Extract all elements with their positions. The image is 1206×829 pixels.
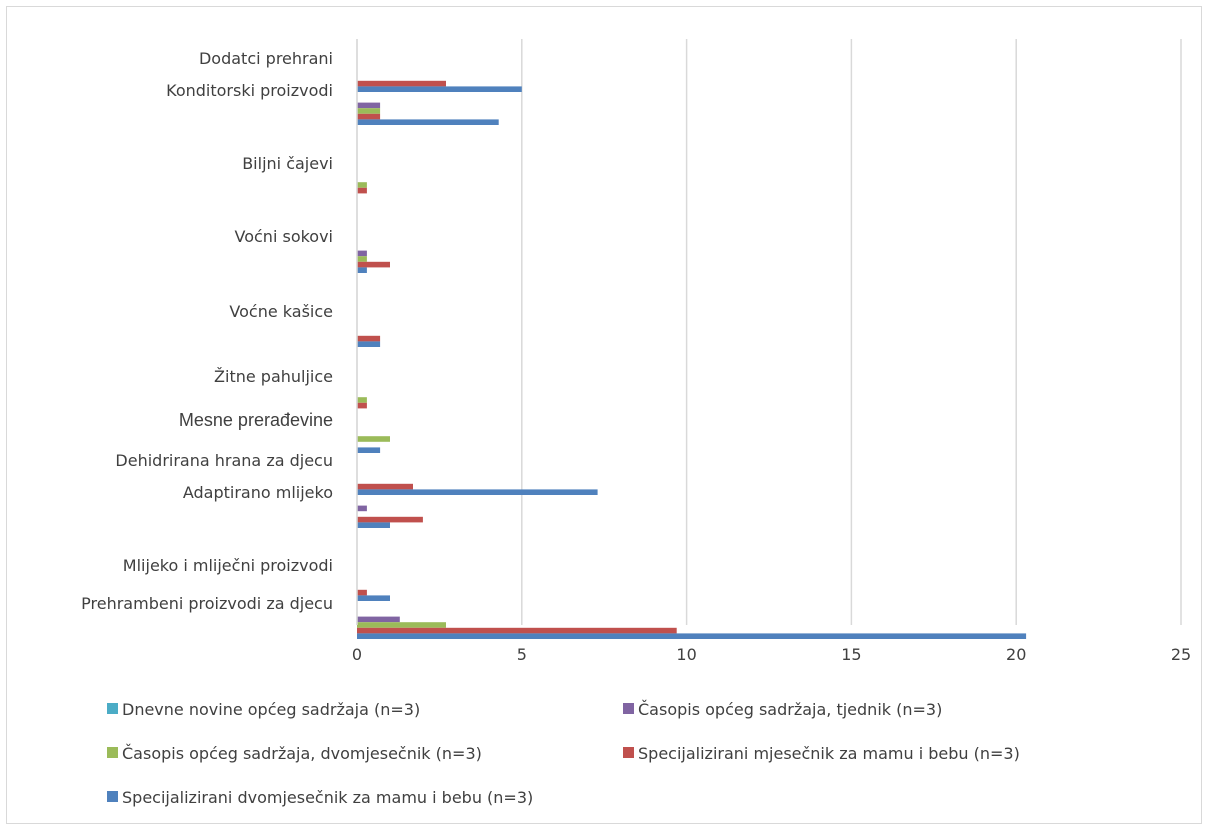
value-axis: 0 5 10 15 20 25 (352, 39, 1191, 664)
bar (357, 256, 367, 262)
gridlines (356, 39, 1182, 625)
bar-series (357, 80, 1027, 639)
bar (357, 397, 367, 403)
x-tick-label: 0 (352, 645, 362, 664)
bar (357, 595, 390, 601)
category-label: Konditorski proizvodi (166, 81, 333, 100)
bar (357, 522, 390, 528)
category-label: Biljni čajevi (242, 154, 333, 173)
bar (357, 261, 390, 268)
bar (357, 187, 367, 194)
bar (357, 516, 423, 523)
bar (357, 436, 390, 442)
legend-label: Časopis općeg sadržaja, tjednik (n=3) (638, 700, 942, 719)
bar (357, 250, 367, 257)
bar (357, 633, 1027, 639)
bar (357, 113, 381, 120)
category-label: Dodatci prehrani (199, 49, 333, 68)
legend-label: Dnevne novine općeg sadržaja (n=3) (122, 700, 420, 719)
category-label: Adaptirano mlijeko (183, 483, 333, 502)
bar (357, 80, 446, 87)
bar (357, 447, 381, 453)
bar (357, 182, 367, 188)
bar (357, 489, 598, 495)
x-tick-label: 15 (841, 645, 861, 664)
legend-label: Specijalizirani dvomjesečnik za mamu i b… (122, 788, 533, 807)
category-axis: Dodatci prehrani Konditorski proizvodi Bil… (81, 49, 333, 613)
bar (357, 589, 367, 596)
legend: Dnevne novine općeg sadržaja (n=3) Časopi… (107, 700, 1020, 807)
bar (357, 119, 499, 125)
bar (357, 483, 413, 490)
bar (357, 341, 381, 347)
category-label: Mlijeko i mliječni proizvodi (123, 556, 333, 575)
legend-swatch (107, 747, 118, 758)
legend-label: Specijalizirani mjesečnik za mamu i bebu… (638, 744, 1020, 763)
category-label: Dehidrirana hrana za djecu (115, 451, 333, 470)
bar (357, 102, 381, 109)
legend-label: Časopis općeg sadržaja, dvomjesečnik (n=… (122, 744, 482, 763)
bar (357, 335, 381, 342)
category-label: Prehrambeni proizvodi za djecu (81, 594, 333, 613)
bar (357, 622, 446, 628)
bar-chart: 0 5 10 15 20 25 Dodatci prehrani Konditorski p… (81, 39, 1191, 807)
bar (357, 616, 400, 623)
x-tick-label: 5 (517, 645, 527, 664)
bar (357, 267, 367, 273)
legend-swatch (107, 703, 118, 714)
category-label: Voćne kašice (229, 302, 333, 321)
bar (357, 402, 367, 409)
category-label: Voćni sokovi (235, 227, 333, 246)
category-label: Žitne pahuljice (214, 367, 333, 386)
chart-frame: 0 5 10 15 20 25 Dodatci prehrani Konditorski p… (6, 6, 1202, 824)
legend-swatch (623, 747, 634, 758)
x-tick-label: 20 (1006, 645, 1026, 664)
x-tick-label: 10 (676, 645, 696, 664)
legend-swatch (107, 791, 118, 802)
category-label: Mesne prerađevine (179, 410, 333, 430)
bar (357, 627, 677, 634)
legend-swatch (623, 703, 634, 714)
bar (357, 86, 522, 92)
bar (357, 505, 367, 512)
bar (357, 108, 381, 114)
x-tick-label: 25 (1171, 645, 1191, 664)
